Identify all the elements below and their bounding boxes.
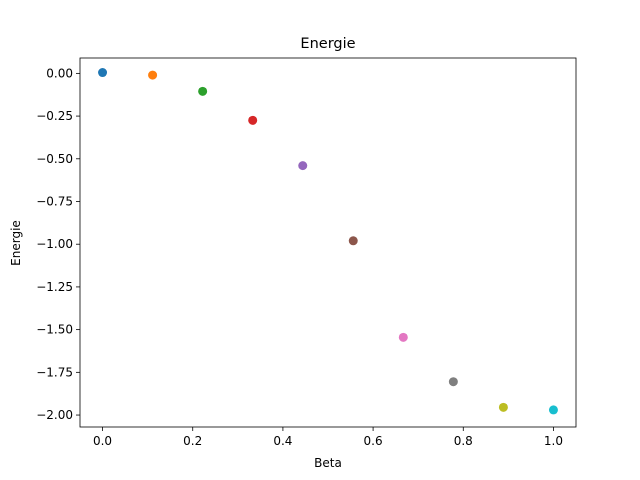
data-point [148,70,158,80]
y-tick-label: −1.50 [36,323,73,337]
x-tick-label: 0.8 [454,434,473,448]
y-axis: 0.00 −0.25 −0.50 −0.75 −1.00 −1.25 −1.50 −1.75 −… [36,66,80,422]
data-point [298,161,308,171]
data-point [498,402,508,412]
x-axis-label: Beta [314,456,342,470]
y-tick-label: 0.00 [46,66,73,80]
data-point [248,115,258,125]
y-tick-label: −0.75 [36,195,73,209]
data-point [348,236,358,246]
data-point [448,377,458,387]
x-tick-label: 0.6 [364,434,383,448]
data-point [548,405,558,415]
y-tick-label: −1.25 [36,280,73,294]
data-point [398,332,408,342]
plot-frame [79,57,577,428]
x-tick-label: 0.2 [183,434,202,448]
chart-title: Energie [300,36,355,52]
y-tick-label: −1.00 [36,237,73,251]
x-axis: 0.0 0.2 0.4 0.6 0.8 1.0 [93,427,563,448]
y-tick-label: −0.25 [36,109,73,123]
y-tick-label: −1.75 [36,365,73,379]
data-point [198,86,208,96]
y-axis-label: Energie [9,220,23,266]
data-point [98,68,108,78]
x-tick-label: 1.0 [544,434,563,448]
x-tick-label: 0.4 [273,434,292,448]
y-tick-label: −2.00 [36,408,73,422]
y-tick-label: −0.50 [36,152,73,166]
x-tick-label: 0.0 [93,434,112,448]
data-points [98,68,558,415]
